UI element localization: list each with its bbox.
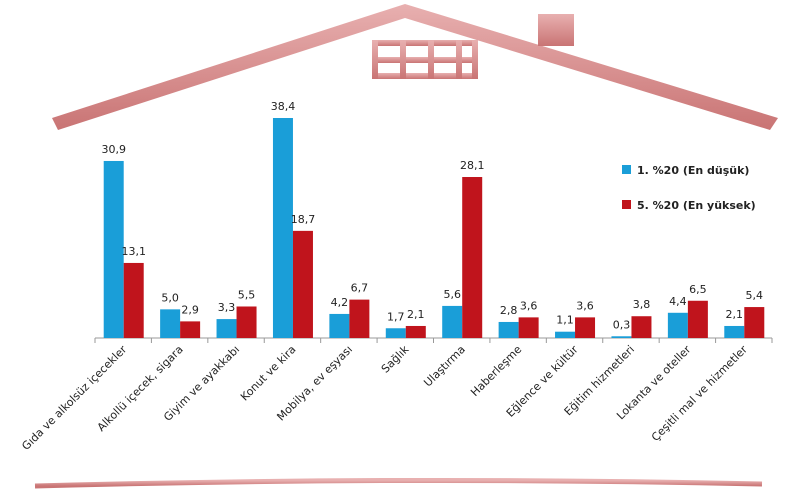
bar bbox=[349, 300, 369, 338]
value-label: 0,3 bbox=[613, 318, 631, 331]
value-label: 5,4 bbox=[746, 289, 764, 302]
bar bbox=[406, 326, 426, 338]
bar bbox=[237, 306, 257, 338]
value-label: 5,6 bbox=[443, 288, 461, 301]
bar bbox=[160, 309, 180, 338]
bar bbox=[499, 322, 519, 338]
legend-label: 1. %20 (En düşük) bbox=[637, 164, 749, 177]
value-label: 13,1 bbox=[121, 245, 146, 258]
bar bbox=[575, 317, 595, 338]
bar bbox=[631, 316, 651, 338]
value-label: 4,2 bbox=[331, 296, 349, 309]
bar bbox=[724, 326, 744, 338]
chart: Gıda ve alkolsüz içecekler30,913,1Alkoll… bbox=[0, 0, 786, 490]
value-label: 2,8 bbox=[500, 304, 518, 317]
value-label: 3,8 bbox=[633, 298, 651, 311]
value-label: 38,4 bbox=[271, 100, 296, 113]
value-label: 30,9 bbox=[101, 143, 126, 156]
x-tick-label: Ulaştırma bbox=[421, 343, 467, 389]
legend-swatch bbox=[622, 165, 631, 174]
chimney bbox=[538, 14, 574, 46]
value-label: 1,1 bbox=[556, 314, 574, 327]
x-tick-label: Konut ve kira bbox=[238, 343, 299, 404]
bar bbox=[293, 231, 313, 338]
x-tick-label: Gıda ve alkolsüz içecekler bbox=[19, 343, 129, 453]
value-label: 18,7 bbox=[291, 213, 316, 226]
bar bbox=[329, 314, 349, 338]
x-tick-label: Haberleşme bbox=[468, 343, 524, 399]
value-label: 1,7 bbox=[387, 310, 405, 323]
legend-swatch bbox=[622, 200, 631, 209]
bar bbox=[668, 313, 688, 338]
bar bbox=[124, 263, 144, 338]
value-label: 28,1 bbox=[460, 159, 485, 172]
floor-line bbox=[35, 480, 762, 486]
bar bbox=[555, 332, 575, 338]
bar bbox=[217, 319, 237, 338]
value-label: 2,9 bbox=[181, 303, 199, 316]
bar bbox=[688, 301, 708, 338]
value-label: 2,1 bbox=[726, 308, 744, 321]
value-label: 3,6 bbox=[520, 299, 538, 312]
value-label: 2,1 bbox=[407, 308, 425, 321]
bar bbox=[442, 306, 462, 338]
window bbox=[372, 40, 478, 79]
x-tick-label: Sağlık bbox=[379, 342, 412, 375]
value-label: 4,4 bbox=[669, 295, 687, 308]
bar bbox=[273, 118, 293, 338]
x-tick-label: Çeşitli mal ve hizmetler bbox=[649, 343, 750, 444]
bar bbox=[744, 307, 764, 338]
bar bbox=[386, 328, 406, 338]
bar bbox=[519, 317, 539, 338]
bar bbox=[611, 336, 631, 338]
legend-label: 5. %20 (En yüksek) bbox=[637, 199, 756, 212]
value-label: 3,6 bbox=[576, 299, 594, 312]
value-label: 6,5 bbox=[689, 283, 707, 296]
roof bbox=[52, 4, 778, 130]
bar bbox=[180, 321, 200, 338]
value-label: 3,3 bbox=[218, 301, 236, 314]
value-label: 5,0 bbox=[161, 291, 179, 304]
value-label: 6,7 bbox=[351, 282, 369, 295]
value-label: 5,5 bbox=[238, 288, 256, 301]
bar bbox=[462, 177, 482, 338]
